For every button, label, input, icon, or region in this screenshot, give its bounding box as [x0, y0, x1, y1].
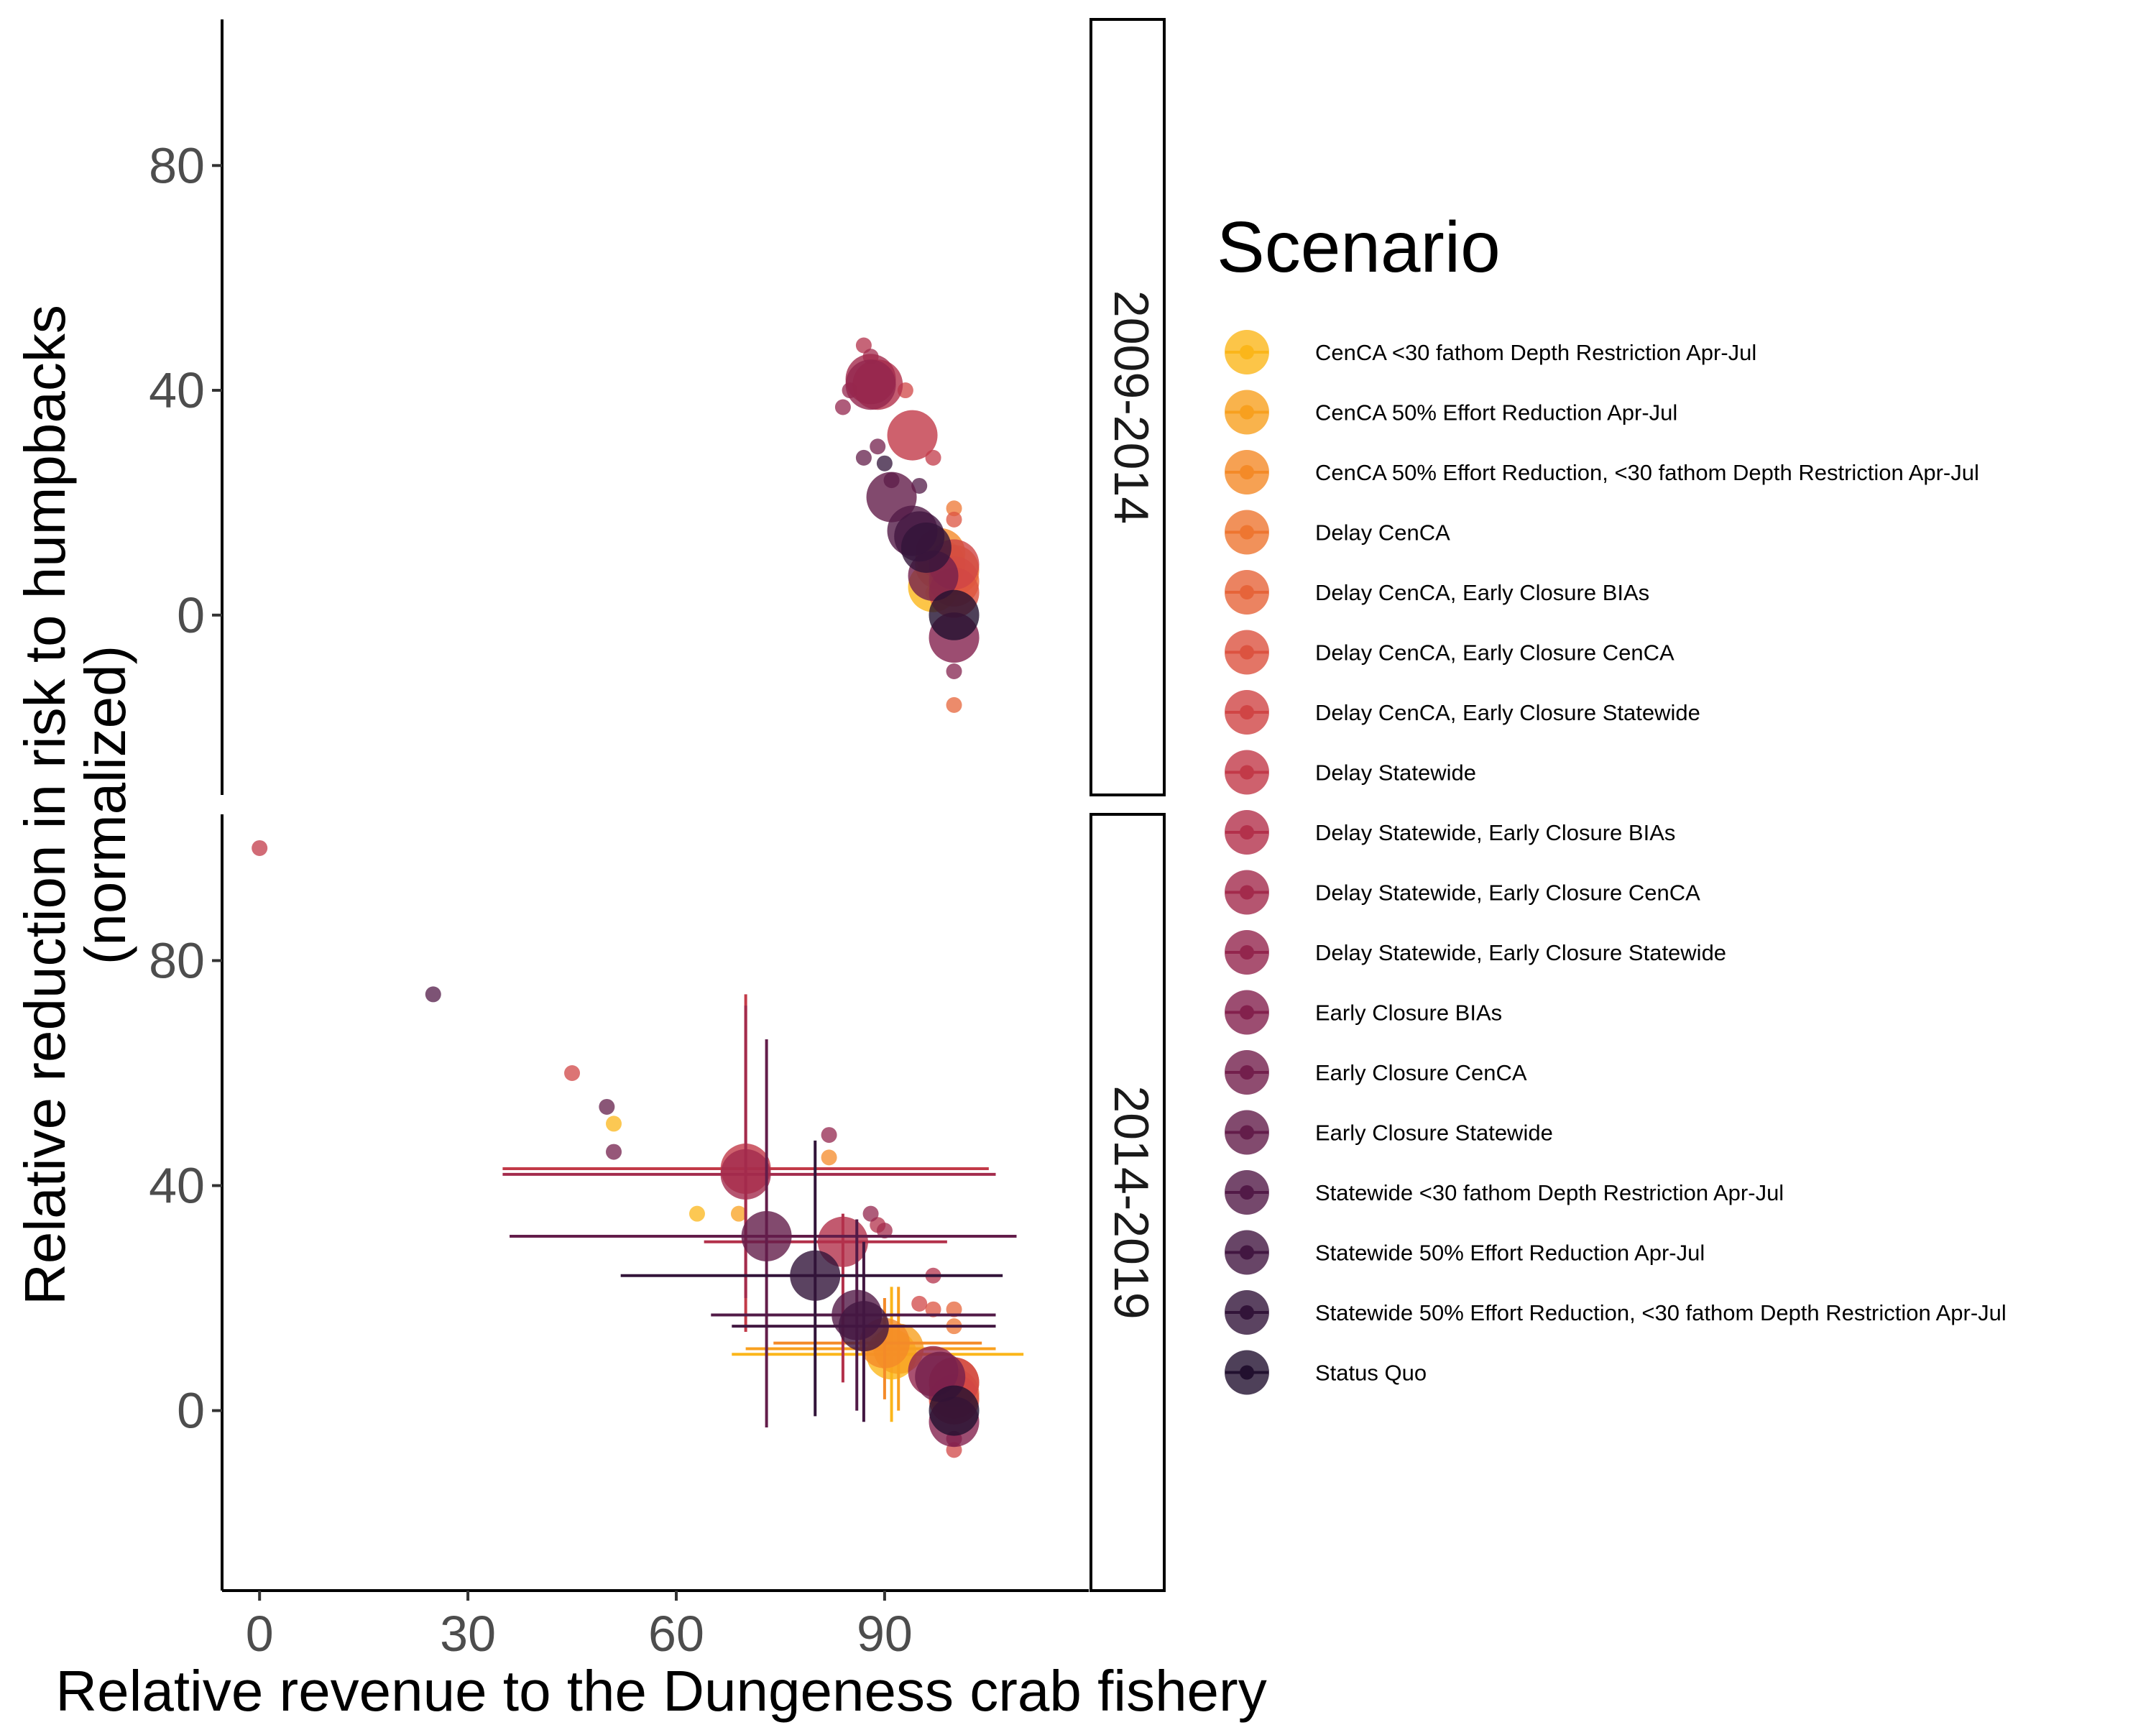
- legend-key-dot: [1240, 345, 1254, 359]
- mean-point: [929, 589, 980, 640]
- point: [946, 696, 962, 713]
- legend-label: Delay CenCA, Early Closure BIAs: [1315, 580, 1649, 605]
- legend-key-dot: [1240, 1005, 1254, 1020]
- legend-title: Scenario: [1217, 207, 1501, 288]
- legend-label: Early Closure Statewide: [1315, 1121, 1553, 1146]
- y-tick-label: 0: [177, 587, 205, 643]
- x-tick-label: 90: [857, 1606, 913, 1662]
- point: [606, 1144, 622, 1160]
- legend-label: CenCA <30 fathom Depth Restriction Apr-J…: [1315, 340, 1756, 365]
- y-tick-label: 80: [149, 137, 205, 193]
- legend-key-dot: [1240, 405, 1254, 420]
- y-tick-label: 40: [149, 362, 205, 418]
- x-axis-title: Relative revenue to the Dungeness crab f…: [55, 1659, 1266, 1723]
- mean-point: [720, 1149, 771, 1200]
- point: [876, 455, 893, 472]
- point: [911, 1295, 928, 1312]
- mean-point: [887, 410, 938, 461]
- legend-key-dot: [1240, 945, 1254, 960]
- legend-label: Delay Statewide: [1315, 760, 1476, 786]
- y-tick-label: 0: [177, 1383, 205, 1439]
- legend-label: Delay Statewide, Early Closure CenCA: [1315, 880, 1700, 906]
- point: [252, 840, 268, 856]
- point: [730, 1205, 747, 1222]
- legend-key-dot: [1240, 705, 1254, 719]
- point: [870, 438, 886, 455]
- facet-label: 2009-2014: [1104, 290, 1158, 524]
- point: [606, 1116, 622, 1132]
- facet-strip: [1089, 18, 1166, 796]
- point: [862, 1205, 879, 1222]
- point: [946, 663, 962, 679]
- legend-label: Early Closure CenCA: [1315, 1060, 1527, 1085]
- legend-label: Delay CenCA, Early Closure CenCA: [1315, 640, 1674, 666]
- point: [876, 1223, 893, 1239]
- legend-label: Early Closure BIAs: [1315, 1000, 1502, 1026]
- legend-key-dot: [1240, 465, 1254, 479]
- legend-key-dot: [1240, 825, 1254, 840]
- x-tick-label: 0: [246, 1606, 274, 1662]
- y-axis-title-line: Relative reduction in risk to humpbacks: [13, 305, 77, 1305]
- legend-key-dot: [1240, 1185, 1254, 1200]
- point: [821, 1127, 837, 1144]
- legend-key-dot: [1240, 585, 1254, 599]
- mean-point: [838, 1301, 889, 1352]
- legend-label: CenCA 50% Effort Reduction Apr-Jul: [1315, 400, 1677, 426]
- y-axis-title: Relative reduction in risk to humpbacks …: [13, 305, 137, 1305]
- facet-label: 2014-2019: [1104, 1085, 1158, 1319]
- mean-point: [845, 359, 896, 410]
- point: [946, 1301, 962, 1317]
- point: [834, 399, 851, 415]
- x-tick-label: 60: [648, 1606, 704, 1662]
- mean-point: [929, 1385, 980, 1436]
- legend-key-dot: [1240, 1365, 1254, 1380]
- point: [599, 1098, 615, 1115]
- point: [821, 1149, 837, 1166]
- legend-key-dot: [1240, 1245, 1254, 1260]
- legend-label: Delay Statewide, Early Closure Statewide: [1315, 940, 1726, 965]
- mean-point: [790, 1250, 841, 1301]
- facet-strip: [1089, 813, 1166, 1592]
- legend-label: Delay Statewide, Early Closure BIAs: [1315, 820, 1675, 845]
- point: [855, 449, 872, 466]
- legend-key-dot: [1240, 885, 1254, 900]
- legend-label: Delay CenCA: [1315, 520, 1450, 546]
- legend-key-dot: [1240, 1125, 1254, 1140]
- legend-key-dot: [1240, 1305, 1254, 1320]
- point: [925, 1301, 941, 1317]
- point: [946, 500, 962, 517]
- legend-key-dot: [1240, 1065, 1254, 1080]
- y-tick-label: 40: [149, 1158, 205, 1214]
- legend-key-dot: [1240, 645, 1254, 660]
- legend-label: Statewide 50% Effort Reduction, <30 fath…: [1315, 1300, 2007, 1325]
- mean-point: [741, 1210, 792, 1261]
- mean-point: [900, 522, 952, 573]
- x-tick-label: 30: [440, 1606, 496, 1662]
- legend-label: Statewide <30 fathom Depth Restriction A…: [1315, 1180, 1784, 1205]
- point: [425, 986, 441, 1003]
- point: [688, 1205, 705, 1222]
- legend-key-dot: [1240, 765, 1254, 780]
- point: [946, 511, 962, 528]
- legend-label: Delay CenCA, Early Closure Statewide: [1315, 700, 1700, 725]
- legend-label: Status Quo: [1315, 1361, 1427, 1386]
- legend-label: Statewide 50% Effort Reduction Apr-Jul: [1315, 1241, 1705, 1266]
- legend-label: CenCA 50% Effort Reduction, <30 fathom D…: [1315, 460, 1979, 485]
- y-tick-label: 80: [149, 932, 205, 988]
- y-axis-title-line: (normalized): [73, 645, 137, 965]
- point: [564, 1065, 581, 1081]
- legend-key-dot: [1240, 525, 1254, 540]
